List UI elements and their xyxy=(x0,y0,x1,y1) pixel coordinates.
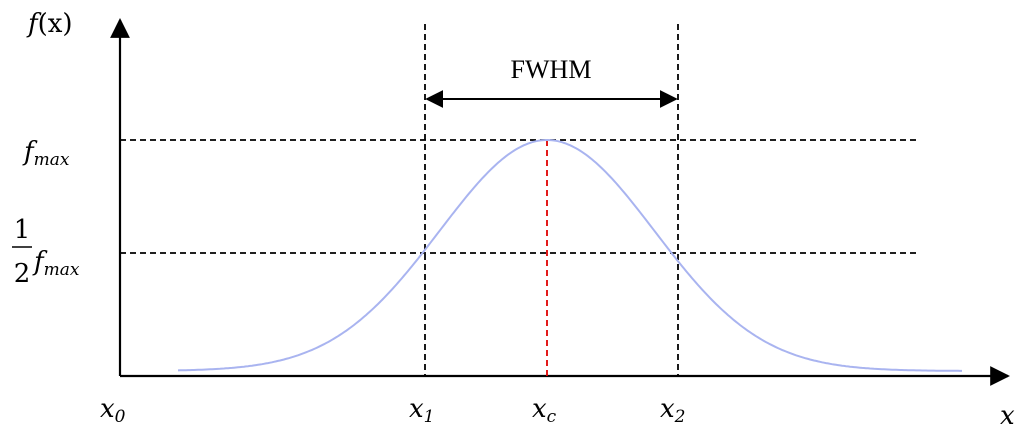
fwhm-label: FWHM xyxy=(511,55,592,84)
tick-label-x0: x0 xyxy=(100,394,126,427)
y-axis-label: f(x) xyxy=(26,9,73,39)
half-max-label: 1 2 fmax xyxy=(12,215,80,289)
svg-text:1: 1 xyxy=(14,215,31,245)
tick-label-x1: x1 xyxy=(409,394,435,427)
svg-text:2: 2 xyxy=(14,259,31,289)
f-max-label: fmax xyxy=(22,137,70,170)
x-axis-label: x xyxy=(1000,401,1015,431)
svg-text:fmax: fmax xyxy=(32,247,80,280)
tick-label-xc: xc xyxy=(532,394,557,427)
gaussian-curve xyxy=(177,139,962,372)
tick-label-x2: x2 xyxy=(660,394,686,427)
